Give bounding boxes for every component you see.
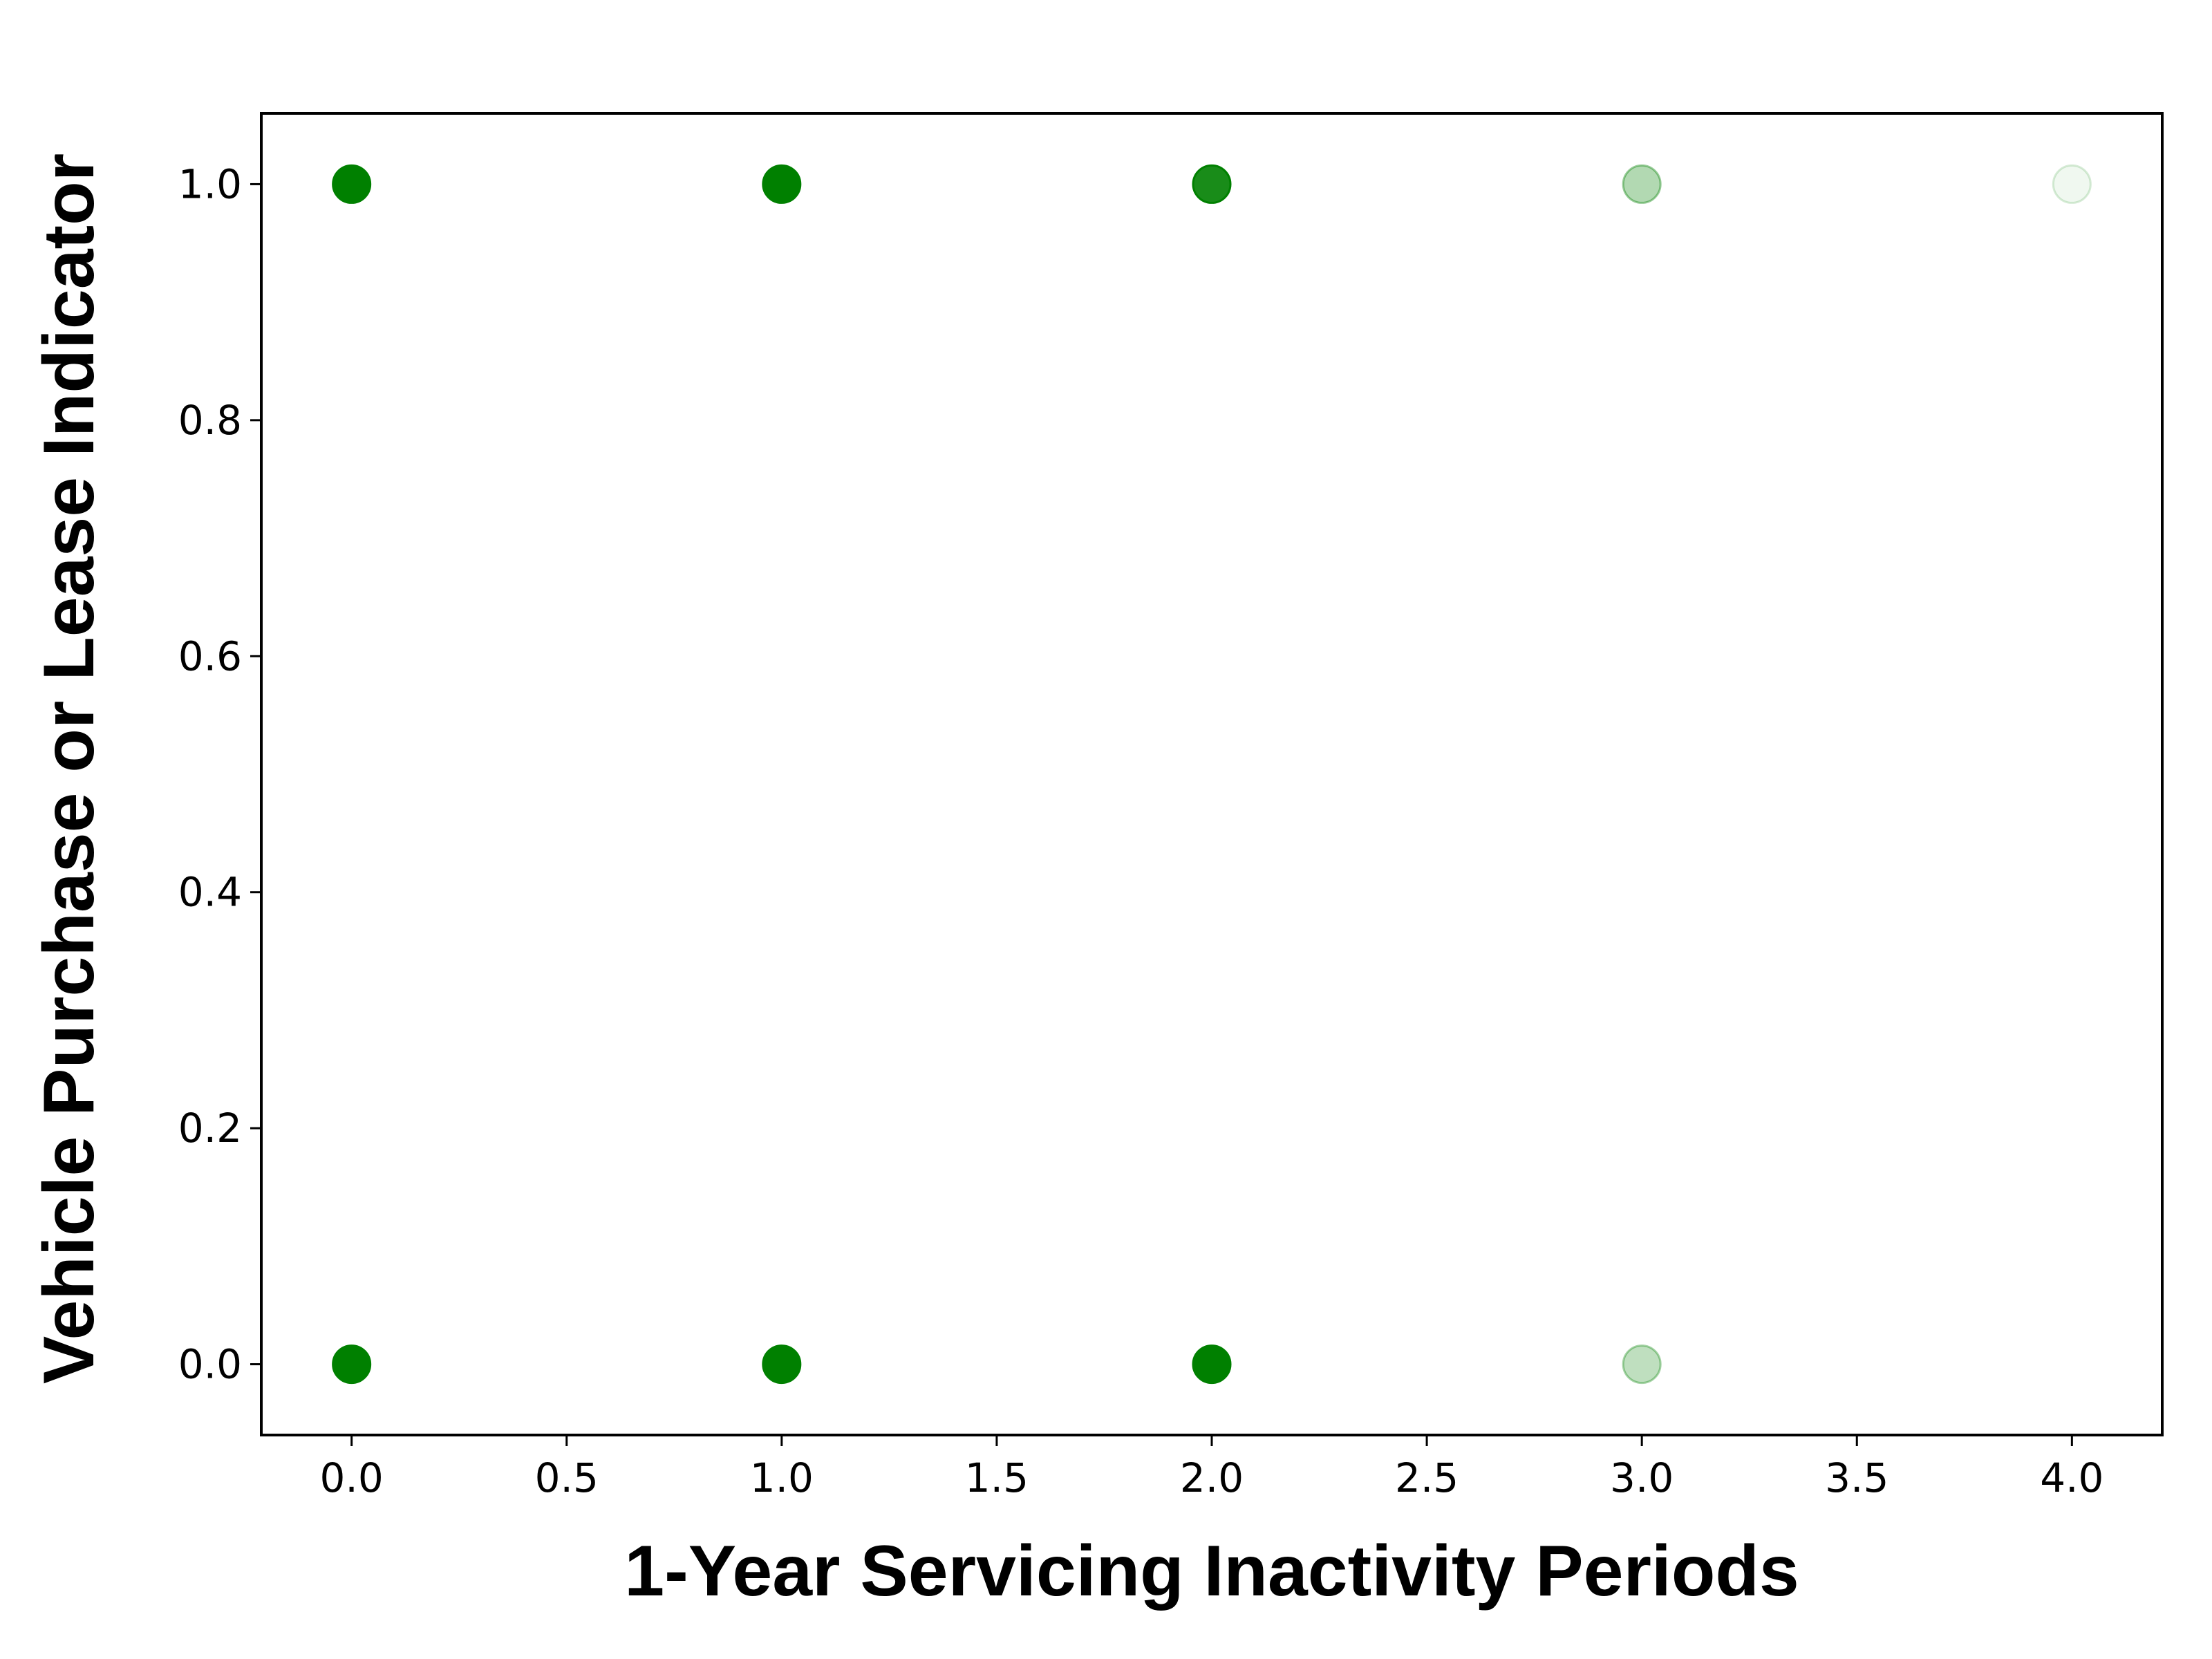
- x-tick-label: 1.5: [965, 1454, 1029, 1501]
- x-tick-label: 2.0: [1180, 1454, 1244, 1501]
- y-tick-label: 0.2: [178, 1105, 242, 1152]
- scatter-point: [1192, 1344, 1232, 1385]
- x-tick-label: 2.5: [1395, 1454, 1459, 1501]
- x-tick-label: 3.0: [1610, 1454, 1674, 1501]
- y-tick-label: 0.0: [178, 1341, 242, 1388]
- y-tick-label: 1.0: [178, 160, 242, 207]
- x-tick-label: 1.0: [750, 1454, 814, 1501]
- y-tick-label: 0.8: [178, 397, 242, 444]
- x-tick-label: 3.5: [1825, 1454, 1888, 1501]
- scatter-point: [332, 164, 372, 204]
- y-axis-label: Vehicle Purchase or Lease Indicator: [29, 153, 109, 1384]
- scatter-point: [1622, 1344, 1662, 1385]
- scatter-point: [2052, 164, 2092, 204]
- y-tick-label: 0.6: [178, 632, 242, 679]
- plot-frame: [260, 112, 2164, 1436]
- scatter-point: [332, 1344, 372, 1385]
- x-tick-label: 4.0: [2040, 1454, 2103, 1501]
- x-axis-label: 1-Year Servicing Inactivity Periods: [624, 1531, 1799, 1611]
- x-tick-label: 0.0: [320, 1454, 384, 1501]
- scatter-point: [762, 164, 802, 204]
- scatter-point: [1192, 164, 1232, 204]
- plot-area: 0.0 0.5 1.0 1.5 2.0 2.5 3.0 3.5 4.0 0.0 0.2 0.4 0.6 0…: [178, 112, 2164, 1501]
- scatter-point: [1622, 164, 1662, 204]
- x-tick-label: 0.5: [535, 1454, 599, 1501]
- scatter-point: [762, 1344, 802, 1385]
- y-tick-label: 0.4: [178, 869, 242, 916]
